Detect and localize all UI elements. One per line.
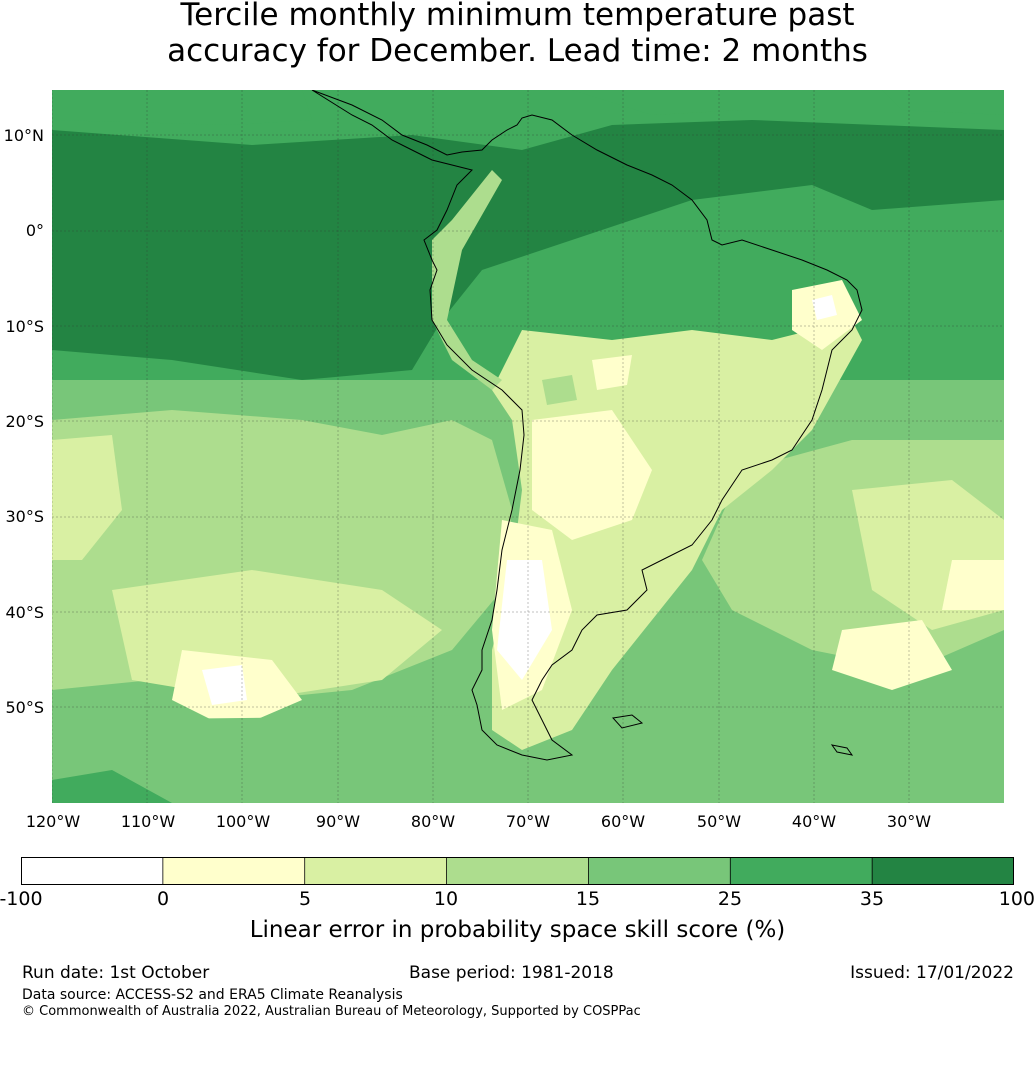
issued-date: Issued: 17/01/2022	[850, 963, 1014, 983]
map-region-central-low	[532, 410, 652, 540]
colorbar-segment	[872, 857, 1014, 885]
lon-label-70w: 70°W	[505, 812, 551, 831]
map-region-atlantic-edge-low	[942, 560, 1004, 610]
map-region-caribbean	[572, 90, 752, 115]
lon-label-90w: 90°W	[315, 812, 361, 831]
lon-label-60w: 60°W	[600, 812, 646, 831]
colorbar-segment	[446, 857, 589, 885]
colorbar-segment	[588, 857, 731, 885]
lat-label-10s: 10°S	[5, 317, 44, 336]
lat-label-0: 0°	[25, 221, 44, 240]
skill-map	[52, 90, 1004, 803]
map-region-andes-ridge	[432, 170, 502, 390]
lon-label-40w: 40°W	[791, 812, 837, 831]
map-region-pacific-low	[52, 435, 122, 560]
colorbar-tick: 25	[717, 888, 743, 910]
colorbar-tick: 15	[575, 888, 601, 910]
colorbar-segment	[162, 857, 306, 885]
lon-label-100w: 100°W	[215, 812, 271, 831]
base-period: Base period: 1981-2018	[409, 963, 614, 983]
map-region-pacific-negative	[202, 665, 247, 705]
chart-title-line-1: Tercile monthly minimum temperature past	[180, 0, 855, 33]
map-region-north-atlantic	[882, 90, 1004, 115]
lon-label-80w: 80°W	[410, 812, 456, 831]
colorbar	[21, 857, 1014, 885]
map-region-andes-negative	[497, 560, 552, 680]
copyright: © Commonwealth of Australia 2022, Austra…	[22, 1004, 641, 1019]
lat-label-30s: 30°S	[5, 507, 44, 526]
chart-title-line-2: accuracy for December. Lead time: 2 mont…	[167, 33, 868, 69]
lon-label-120w: 120°W	[25, 812, 81, 831]
south-america-coastline	[311, 90, 863, 761]
colorbar-segment	[21, 857, 164, 885]
map-region-continent-interior	[492, 300, 862, 750]
colorbar-segment	[304, 857, 448, 885]
colorbar-tick: 35	[859, 888, 885, 910]
lat-label-50s: 50°S	[5, 698, 44, 717]
lat-label-40s: 40°S	[5, 603, 44, 622]
colorbar-tick: 0	[156, 888, 170, 910]
map-region-south-atlantic-lowest	[832, 620, 952, 690]
south-georgia-island	[830, 744, 854, 756]
data-source: Data source: ACCESS-S2 and ERA5 Climate …	[22, 987, 403, 1003]
map-region-bolivia-low	[592, 355, 632, 390]
run-date: Run date: 1st October	[22, 963, 210, 983]
map-region-amazon-mid	[542, 375, 577, 405]
colorbar-tick: 10	[433, 888, 459, 910]
map-region-north-pacific	[52, 90, 312, 125]
colorbar-tick: -100	[0, 888, 43, 910]
colorbar-tick: 100	[998, 888, 1035, 910]
lat-label-20s: 20°S	[5, 412, 44, 431]
colorbar-label: Linear error in probability space skill …	[249, 917, 786, 943]
colorbar-tick: 5	[298, 888, 312, 910]
lon-label-110w: 110°W	[120, 812, 176, 831]
colorbar-segment	[730, 857, 873, 885]
map-region-northeast-brazil-negative	[812, 295, 837, 320]
lat-label-10n: 10°N	[3, 126, 44, 145]
falkland-islands	[612, 714, 644, 729]
lon-label-50w: 50°W	[696, 812, 742, 831]
lon-label-30w: 30°W	[886, 812, 932, 831]
map-region-southern-ocean-high	[52, 770, 172, 803]
graticule	[52, 90, 1004, 803]
